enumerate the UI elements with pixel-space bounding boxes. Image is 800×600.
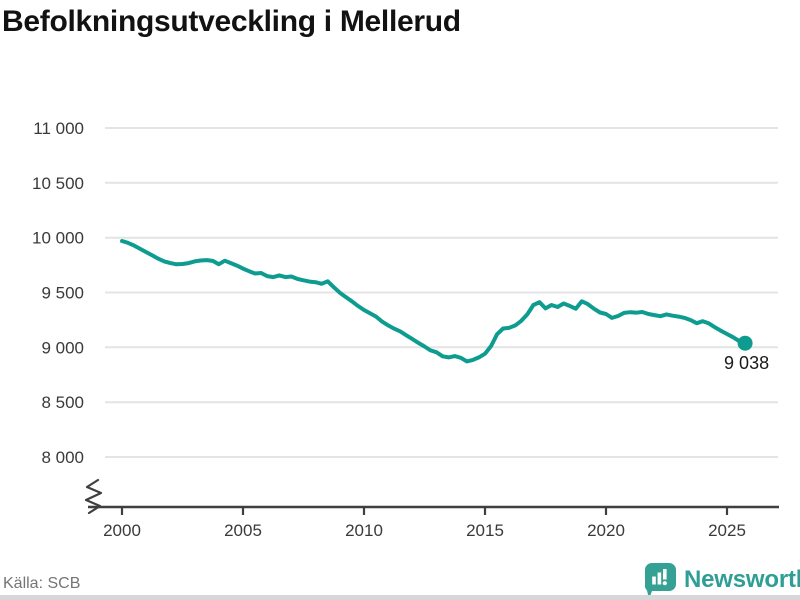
- chart-title: Befolkningsutveckling i Mellerud: [2, 5, 461, 38]
- x-axis-tick-label: 2025: [708, 521, 746, 540]
- newsworthy-wordmark: Newsworthy: [684, 566, 800, 593]
- last-value-label: 9 038: [724, 353, 769, 373]
- gridlines: [105, 127, 778, 458]
- y-axis-tick-label: 10 500: [32, 174, 84, 193]
- y-axis-tick-label: 10 000: [32, 229, 84, 248]
- y-axis-labels: 11 000 10 500 10 000 9 500 9 000 8 500 8 000: [32, 119, 84, 467]
- y-axis-tick-label: 8 500: [41, 393, 84, 412]
- x-axis-ticks: [120, 507, 729, 515]
- bottom-edge-bar: [0, 595, 800, 600]
- y-axis-tick-label: 8 000: [41, 448, 84, 467]
- x-axis-tick-label: 2000: [103, 521, 141, 540]
- source-label: Källa: SCB: [3, 575, 81, 592]
- x-axis-tick-label: 2020: [587, 521, 625, 540]
- last-point-marker: [737, 335, 753, 351]
- x-axis-labels: 2000 2005 2010 2015 2020 2025: [103, 521, 746, 540]
- y-axis-tick-label: 9 500: [41, 284, 84, 303]
- x-axis-tick-label: 2010: [345, 521, 383, 540]
- y-axis-tick-label: 9 000: [41, 338, 84, 357]
- newsworthy-logo[interactable]: Newsworthy: [645, 561, 800, 599]
- x-axis-tick-label: 2015: [466, 521, 504, 540]
- population-line: [120, 239, 748, 364]
- x-axis-tick-label: 2005: [224, 521, 262, 540]
- newsworthy-barchart-pin-icon: [645, 563, 676, 599]
- y-axis-tick-label: 11 000: [33, 119, 84, 138]
- axis-break-icon: [84, 478, 103, 515]
